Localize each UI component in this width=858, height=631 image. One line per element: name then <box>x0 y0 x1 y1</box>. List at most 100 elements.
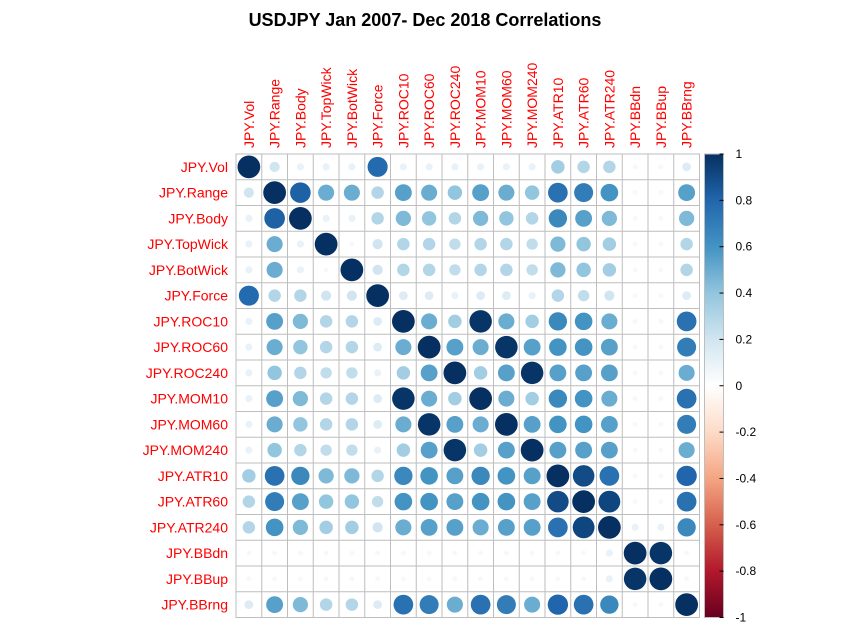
correlation-circle <box>424 291 434 301</box>
correlation-circle <box>446 493 464 511</box>
correlation-circle <box>632 473 638 479</box>
correlation-circle <box>658 499 664 505</box>
correlation-circle <box>321 290 332 301</box>
correlation-circle <box>372 239 383 250</box>
correlation-circle <box>320 367 332 379</box>
correlation-circle <box>471 492 490 511</box>
correlation-circle <box>677 337 697 357</box>
correlation-circle <box>497 492 516 511</box>
correlation-circle <box>658 473 664 479</box>
correlation-circle <box>375 576 381 582</box>
correlation-circle <box>393 594 414 615</box>
correlation-circle <box>528 163 536 171</box>
correlation-circle <box>242 469 256 483</box>
correlation-circle <box>600 183 619 202</box>
correlation-circle <box>346 290 357 301</box>
column-label: JPY.ROC60 <box>421 73 437 148</box>
correlation-circle <box>632 447 638 453</box>
correlation-circle <box>349 576 355 582</box>
correlation-circle <box>574 389 593 408</box>
row-label: JPY.ATR60 <box>158 494 229 510</box>
correlation-circle <box>601 390 618 407</box>
column-labels: JPY.Vol JPY.Range JPY.Body JPY.TopWick JPY.B… <box>241 62 695 148</box>
correlation-circle <box>471 466 490 486</box>
correlation-circle <box>499 211 514 226</box>
correlation-circle <box>264 466 285 486</box>
correlation-circle <box>245 266 253 274</box>
correlation-circle <box>547 490 569 513</box>
correlation-circle <box>472 184 490 202</box>
correlation-circle <box>577 289 590 302</box>
correlation-circle <box>446 518 464 536</box>
correlation-circle <box>574 312 593 331</box>
column-label: JPY.Body <box>292 88 308 148</box>
correlation-circle <box>520 438 544 462</box>
row-label: JPY.ROC10 <box>154 313 229 329</box>
correlation-circle <box>548 517 568 538</box>
correlation-circles <box>237 155 698 616</box>
row-label: JPY.Vol <box>181 159 228 175</box>
correlation-circle <box>575 364 593 382</box>
row-label: JPY.MOM10 <box>150 391 228 407</box>
correlation-circle <box>658 447 664 453</box>
correlation-circle <box>264 208 285 229</box>
correlation-circle <box>443 361 467 385</box>
correlation-circle <box>529 576 535 582</box>
correlation-circle <box>623 567 647 591</box>
correlation-circle <box>678 184 696 202</box>
correlation-circle <box>605 549 613 557</box>
correlation-circle <box>296 240 304 248</box>
correlation-circle <box>318 184 335 201</box>
correlation-circle <box>525 314 539 329</box>
correlation-circle <box>576 236 591 252</box>
correlation-circle <box>267 365 282 381</box>
correlation-circle <box>600 595 619 614</box>
correlation-circle <box>446 596 463 613</box>
correlation-circle <box>366 284 389 307</box>
correlation-circle <box>632 499 638 505</box>
correlation-circle <box>632 370 638 376</box>
correlation-circle <box>575 209 593 227</box>
correlation-circle <box>469 387 492 410</box>
correlation-circle <box>318 468 334 484</box>
correlation-circle <box>525 212 539 225</box>
correlation-circle <box>452 550 458 556</box>
correlation-circle <box>420 364 438 382</box>
correlation-circle <box>319 520 333 535</box>
correlation-circle <box>632 602 638 608</box>
correlation-circle <box>682 291 692 301</box>
correlation-circle <box>632 293 638 299</box>
row-label: JPY.MOM60 <box>150 416 228 432</box>
correlation-circle <box>245 369 253 377</box>
correlation-circle <box>394 466 413 486</box>
correlation-circle <box>684 550 690 556</box>
correlation-circle <box>631 523 639 531</box>
correlation-circle <box>658 215 664 221</box>
correlation-circle <box>348 214 356 222</box>
correlation-circle <box>658 267 664 273</box>
correlation-circle <box>443 438 467 462</box>
correlation-circle <box>449 264 461 276</box>
row-label: JPY.Body <box>168 210 228 226</box>
correlation-circle <box>291 493 309 511</box>
correlation-circle <box>294 443 307 457</box>
correlation-circle <box>677 414 697 434</box>
correlation-circle <box>523 415 541 433</box>
correlation-circle <box>658 421 664 427</box>
colorbar-tick-label: -0.4 <box>736 471 757 485</box>
correlation-circle <box>599 466 620 486</box>
correlation-circle <box>598 490 621 513</box>
correlation-circle <box>600 364 618 382</box>
correlation-circle <box>632 318 638 324</box>
correlation-circle <box>425 163 433 171</box>
correlation-circle <box>526 238 538 250</box>
correlation-circle <box>478 550 484 556</box>
correlation-circle <box>293 417 308 432</box>
correlation-circle <box>319 392 333 405</box>
correlation-circle <box>600 338 618 356</box>
correlation-circle <box>678 442 695 459</box>
row-label: JPY.BBrng <box>161 597 228 613</box>
correlation-circle <box>547 594 569 615</box>
correlation-circle <box>548 182 568 203</box>
correlation-circle <box>344 468 360 484</box>
